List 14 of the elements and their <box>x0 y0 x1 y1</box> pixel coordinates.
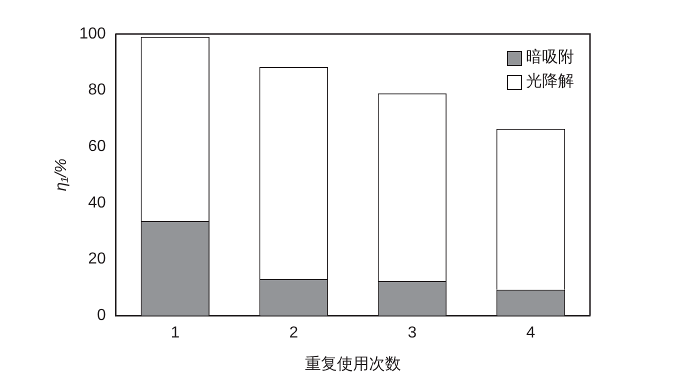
y-tick-label: 0 <box>96 307 106 324</box>
y-tick-label: 40 <box>88 194 106 212</box>
text: 光降解 <box>526 72 574 92</box>
y-axis-title: η₁/% <box>53 158 70 192</box>
y-tick-label: 60 <box>88 138 106 156</box>
y-tick-label: 80 <box>88 82 106 99</box>
y-tick-label: 20 <box>88 250 106 268</box>
x-tick-label: 3 <box>408 324 417 342</box>
x-tick-label: 4 <box>526 324 536 342</box>
x-tick-label: 2 <box>289 324 298 342</box>
legend-label: 暗吸附 <box>526 48 574 68</box>
y-tick-label: 100 <box>79 25 106 42</box>
x-tick-label: 1 <box>170 324 180 342</box>
x-axis-title: 重复使用次数 <box>304 354 401 373</box>
